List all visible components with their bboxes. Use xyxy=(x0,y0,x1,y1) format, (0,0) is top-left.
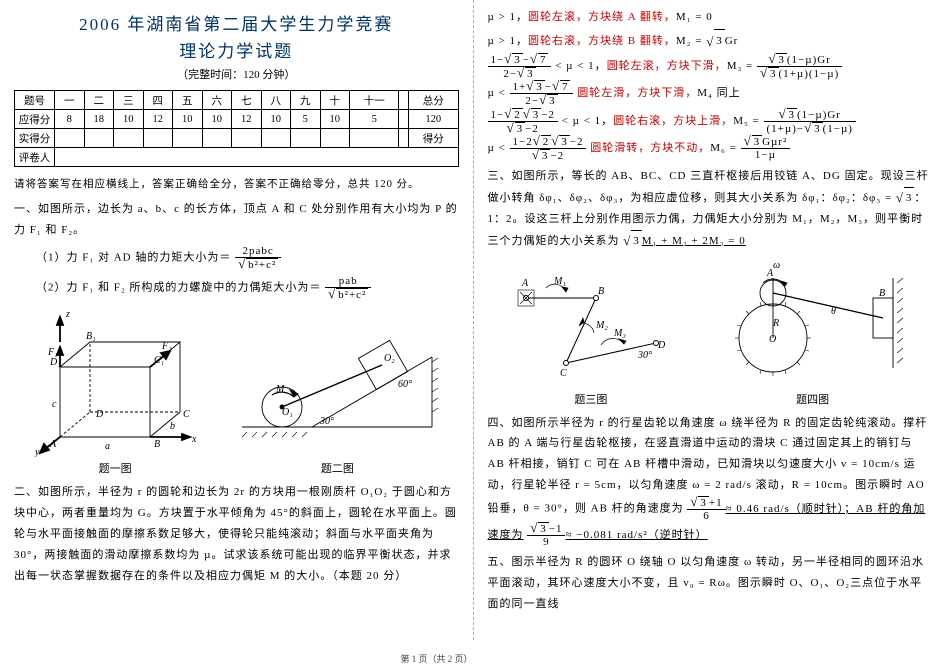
q3-intro: 三、如图所示，等长的 AB、BC、CD 三直杆枢接后用铰链 A、DG 固定。现设… xyxy=(488,166,932,252)
q1-part1: （1）力 F₁ 对 AD 轴的力矩大小为＝ 2pabc b²+c² xyxy=(36,245,459,271)
svg-text:C: C xyxy=(560,368,567,379)
svg-text:O₁: O₁ xyxy=(282,407,293,418)
score-table: 题号 一 二 三 四 五 六 七 八 九 十 十一 总分 应得分 8 18 10 xyxy=(14,90,459,167)
svg-text:D: D xyxy=(657,340,666,351)
svg-text:M₂: M₂ xyxy=(595,320,608,331)
page-main-title: 2006 年湖南省第二届大学生力学竞赛 xyxy=(14,10,459,35)
svg-text:A: A xyxy=(49,439,57,450)
table-row: 应得分 8 18 10 12 10 10 12 10 5 10 5 120 xyxy=(15,110,459,129)
svg-text:60°: 60° xyxy=(398,379,412,390)
svg-text:A: A xyxy=(521,278,529,289)
svg-text:C₁: C₁ xyxy=(154,355,164,366)
svg-text:B₁: B₁ xyxy=(86,331,96,342)
svg-text:30°: 30° xyxy=(319,416,334,427)
svg-text:M₃: M₃ xyxy=(613,328,626,339)
q4-text: 四、如图所示半径为 r 的行星齿轮以角速度 ω 绕半径为 R 的固定齿轮纯滚动。… xyxy=(488,413,932,549)
table-row: 评卷人 xyxy=(15,148,459,167)
svg-text:z: z xyxy=(65,309,70,320)
figure-4-gears: Aω OR θB xyxy=(713,258,913,388)
cond-2: µ > 1，圆轮右滚，方块绕 B 翻转，M₂ = 3Gr xyxy=(488,29,932,53)
exam-duration: （完整时间：120 分钟） xyxy=(14,66,459,82)
svg-text:D: D xyxy=(95,409,104,420)
svg-text:x: x xyxy=(191,434,197,445)
svg-text:F₂: F₂ xyxy=(161,341,172,352)
table-row: 实得分 得分 xyxy=(15,129,459,148)
q2-text: 二、如图所示，半径为 r 的圆轮和边长为 2r 的方块用一根刚质杆 O₁O₂ 于… xyxy=(14,482,459,586)
figure-3-linkage: A B C D M₁ M₂ M₃ 30° xyxy=(506,268,676,388)
figure-4-label: 题四图 xyxy=(713,391,913,407)
figure-3-label: 题三图 xyxy=(506,391,676,407)
svg-text:c: c xyxy=(52,399,57,410)
svg-text:R: R xyxy=(772,318,779,329)
svg-text:O₂: O₂ xyxy=(384,353,395,364)
svg-text:F₁: F₁ xyxy=(47,347,58,358)
instructions-text: 请将答案写在相应横线上，答案正确给全分，答案不正确给零分，总共 120 分。 xyxy=(14,175,459,195)
svg-text:M: M xyxy=(275,384,285,395)
svg-text:θ: θ xyxy=(831,306,836,317)
figure-2-label: 题二图 xyxy=(232,460,442,476)
cond-6: µ < 1−223−23−2 圆轮滑转，方块不动，M₆ = 3Gµr²1−µ xyxy=(488,135,932,162)
svg-text:y: y xyxy=(34,447,40,457)
q5-text: 五、图示半径为 R 的圆环 O 绕轴 O 以匀角速度 ω 转动，另一半径相同的圆… xyxy=(488,552,932,615)
svg-text:B: B xyxy=(879,288,885,299)
cond-5: 1−23−23−2 < µ < 1，圆轮右滚，方块上滑，M₅ = 3(1−µ)G… xyxy=(488,108,932,135)
svg-text:C: C xyxy=(183,409,190,420)
svg-text:O: O xyxy=(769,334,776,345)
figure-2-incline: M O₁ O₂ 30° 60° xyxy=(232,307,442,457)
row-label: 题号 xyxy=(15,91,55,110)
figure-1-cuboid: D₁ C₁ B₁ A B D C F₁ F₂ a b c z x y xyxy=(30,307,200,457)
svg-text:b: b xyxy=(170,421,175,432)
row-label: 应得分 xyxy=(15,110,55,129)
svg-text:B: B xyxy=(598,286,604,297)
q1-intro: 一、如图所示，边长为 a、b、c 的长方体，顶点 A 和 C 处分别作用有大小均… xyxy=(14,199,459,241)
page-sub-title: 理论力学试题 xyxy=(14,37,459,62)
row-label: 评卷人 xyxy=(15,148,55,167)
svg-text:M₁: M₁ xyxy=(553,276,566,287)
svg-text:D₁: D₁ xyxy=(49,357,61,368)
figure-1-label: 题一图 xyxy=(30,460,200,476)
q1-part2: （2）力 F₁ 和 F₂ 所构成的力螺旋中的力偶矩大小为＝ pab b²+c² xyxy=(36,275,459,301)
cond-4: µ < 1+3−72−3 圆轮左滑，方块下滑，M₄ 同上 xyxy=(488,80,932,107)
svg-text:30°: 30° xyxy=(637,350,652,361)
page-footer: 第 1 页（共 2 页） xyxy=(400,652,472,665)
table-row: 题号 一 二 三 四 五 六 七 八 九 十 十一 总分 xyxy=(15,91,459,110)
row-label: 实得分 xyxy=(15,129,55,148)
cond-1: µ > 1，圆轮左滚，方块绕 A 翻转，M₁ = 0 xyxy=(488,6,932,29)
svg-text:B: B xyxy=(154,439,160,450)
svg-text:ω: ω xyxy=(773,260,780,271)
svg-text:a: a xyxy=(105,441,110,452)
cond-3: 1−3−72−3 < µ < 1，圆轮左滚，方块下滑，M₃ = 3(1−µ)Gr… xyxy=(488,53,932,80)
